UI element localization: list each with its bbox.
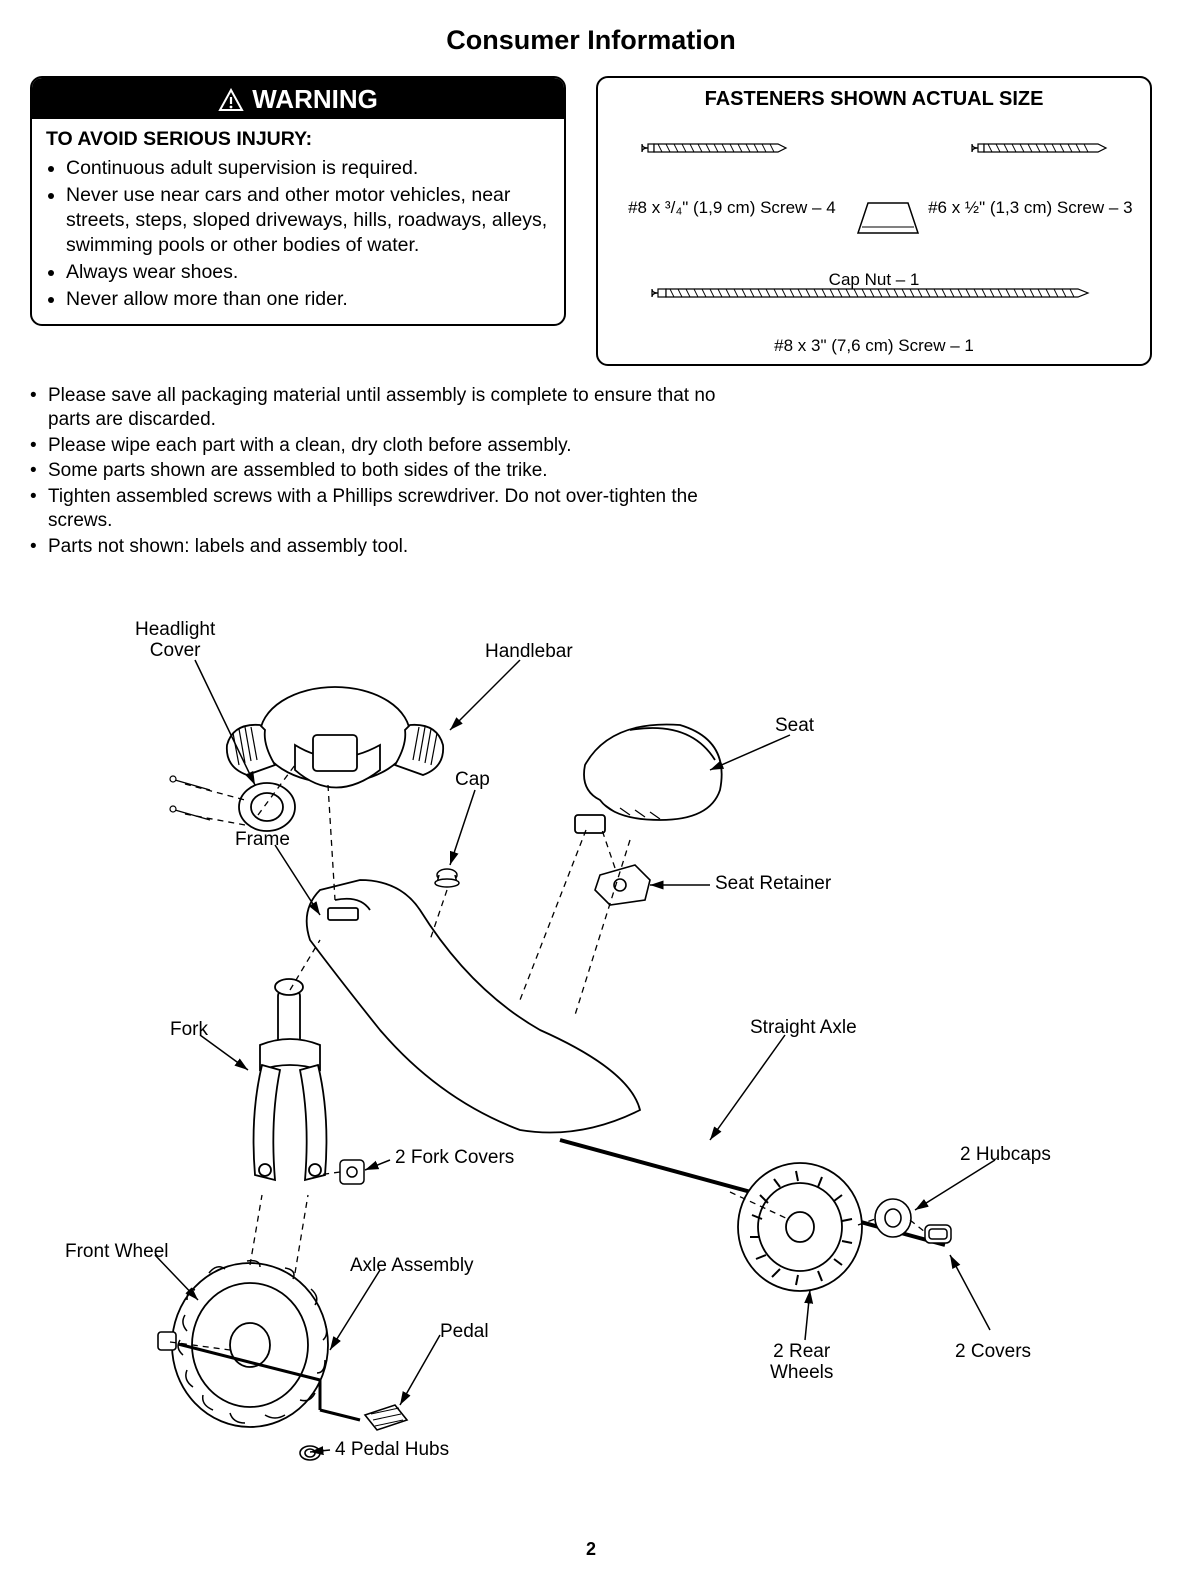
- part-label-fork: Fork: [170, 1020, 208, 1041]
- part-label-pedal: Pedal: [440, 1322, 489, 1343]
- assembly-notes: •Please save all packaging material unti…: [30, 384, 730, 558]
- page-number: 2: [0, 1539, 1182, 1560]
- fastener-label: #6 x ½" (1,3 cm) Screw – 3: [928, 198, 1132, 218]
- part-label-straight-axle: Straight Axle: [750, 1018, 857, 1039]
- parts-diagram: Headlight Cover Handlebar Seat Cap Frame…: [30, 620, 1150, 1500]
- warning-triangle-icon: [218, 88, 244, 112]
- warning-item: Always wear shoes.: [66, 260, 550, 285]
- top-row: WARNING TO AVOID SERIOUS INJURY: Continu…: [30, 76, 1152, 366]
- note-item: Please wipe each part with a clean, dry …: [48, 434, 571, 458]
- part-label-headlight-cover: Headlight Cover: [135, 620, 215, 662]
- part-label-cap: Cap: [455, 770, 490, 791]
- fastener-label: #8 x 3" (7,6 cm) Screw – 1: [598, 336, 1150, 356]
- fastener-label: #8 x ³/₄" (1,9 cm) Screw – 4: [628, 198, 836, 218]
- page-title: Consumer Information: [30, 25, 1152, 56]
- warning-item: Continuous adult supervision is required…: [66, 156, 550, 181]
- part-label-rear-wheels: 2 Rear Wheels: [770, 1342, 833, 1384]
- part-label-handlebar: Handlebar: [485, 642, 573, 663]
- fastener-box: FASTENERS SHOWN ACTUAL SIZE: [596, 76, 1152, 366]
- warning-header-text: WARNING: [252, 84, 378, 115]
- warning-item: Never allow more than one rider.: [66, 287, 550, 312]
- part-label-frame: Frame: [235, 830, 290, 851]
- fastener-illustrations: [598, 108, 1154, 368]
- warning-header: WARNING: [32, 78, 564, 119]
- part-label-axle-assembly: Axle Assembly: [350, 1256, 474, 1277]
- part-label-fork-covers: 2 Fork Covers: [395, 1148, 514, 1169]
- part-label-covers: 2 Covers: [955, 1342, 1031, 1363]
- warning-body: TO AVOID SERIOUS INJURY: Continuous adul…: [32, 119, 564, 324]
- note-item: Tighten assembled screws with a Phillips…: [48, 485, 730, 533]
- part-label-front-wheel: Front Wheel: [65, 1242, 168, 1263]
- part-label-seat-retainer: Seat Retainer: [715, 874, 831, 895]
- part-label-pedal-hubs: 4 Pedal Hubs: [335, 1440, 449, 1461]
- parts-diagram-svg: [30, 620, 1150, 1500]
- warning-heading: TO AVOID SERIOUS INJURY:: [46, 127, 550, 152]
- warning-item: Never use near cars and other motor vehi…: [66, 183, 550, 258]
- note-item: Parts not shown: labels and assembly too…: [48, 535, 408, 559]
- note-item: Please save all packaging material until…: [48, 384, 730, 432]
- warning-box: WARNING TO AVOID SERIOUS INJURY: Continu…: [30, 76, 566, 326]
- part-label-hubcaps: 2 Hubcaps: [960, 1145, 1051, 1166]
- note-item: Some parts shown are assembled to both s…: [48, 459, 548, 483]
- part-label-seat: Seat: [775, 716, 814, 737]
- page: Consumer Information WARNING TO AVOID SE…: [0, 0, 1182, 1574]
- fastener-label: Cap Nut – 1: [598, 270, 1150, 290]
